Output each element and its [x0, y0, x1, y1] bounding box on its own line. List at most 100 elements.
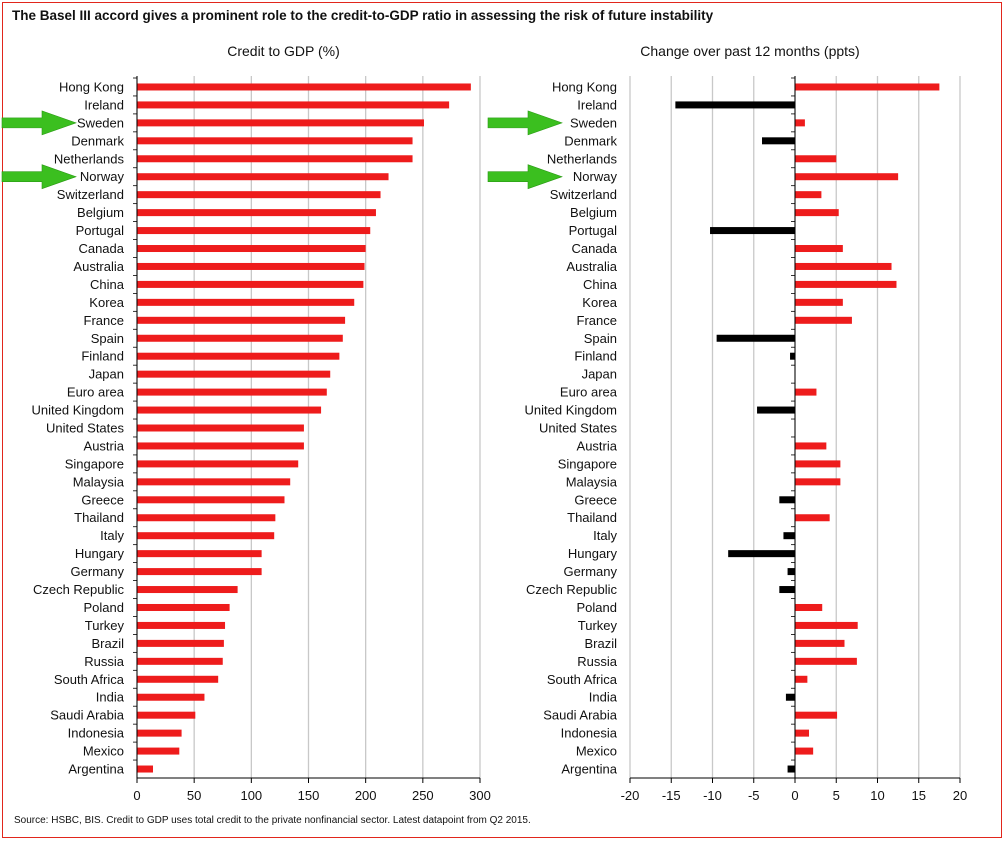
bar	[137, 657, 223, 665]
category-label: Canada	[78, 241, 124, 256]
green-arrow-icon	[1, 110, 77, 136]
bar	[795, 245, 843, 253]
category-label: Belgium	[570, 205, 617, 220]
bar	[137, 262, 365, 270]
bar	[137, 191, 381, 199]
bar	[795, 603, 823, 611]
category-label: Finland	[81, 349, 124, 364]
bar	[785, 693, 795, 701]
bar	[137, 747, 180, 755]
bar	[710, 227, 795, 235]
chart-title: The Basel III accord gives a prominent r…	[12, 8, 714, 23]
x-tick-label: -20	[621, 788, 640, 803]
category-label: Italy	[100, 528, 124, 543]
category-label: Italy	[593, 528, 617, 543]
category-label: India	[96, 690, 125, 705]
bar	[137, 442, 304, 450]
bar	[137, 370, 331, 378]
bar	[137, 83, 471, 91]
left-panel-credit-to-gdp: Credit to GDP (%) 0 50 100 150 200 250 300 Hong …	[32, 43, 491, 803]
category-label: Netherlands	[547, 151, 618, 166]
source-note: Source: HSBC, BIS. Credit to GDP uses to…	[14, 815, 531, 826]
category-label: Denmark	[71, 133, 124, 148]
bar	[137, 388, 327, 396]
bar	[137, 173, 389, 181]
bar	[137, 352, 340, 360]
bar	[728, 550, 795, 558]
category-label: Czech Republic	[33, 582, 125, 597]
category-label: Mexico	[576, 744, 617, 759]
category-label: Denmark	[564, 133, 617, 148]
category-label: Norway	[573, 169, 618, 184]
bar	[787, 765, 795, 773]
category-label: Austria	[84, 438, 125, 453]
x-tick-label: 150	[298, 788, 320, 803]
bar	[795, 209, 839, 217]
category-label: Poland	[577, 600, 617, 615]
category-label: Mexico	[83, 744, 124, 759]
category-label: United States	[539, 421, 618, 436]
category-label: Finland	[574, 349, 617, 364]
category-label: Spain	[91, 331, 124, 346]
category-label: United Kingdom	[32, 403, 125, 418]
bar	[137, 209, 376, 217]
bar	[795, 460, 841, 468]
category-label: China	[583, 277, 618, 292]
x-tick-label: 200	[355, 788, 377, 803]
category-label: Japan	[89, 367, 124, 382]
bar	[795, 119, 805, 127]
bar	[795, 298, 843, 306]
bar	[795, 514, 830, 522]
x-tick-label: 10	[870, 788, 884, 803]
x-tick-label: -15	[662, 788, 681, 803]
bar	[137, 675, 219, 683]
bar	[795, 729, 810, 737]
bar	[137, 316, 346, 324]
x-tick-label: 0	[791, 788, 798, 803]
category-label: Australia	[73, 259, 124, 274]
green-arrow-icon	[487, 110, 563, 136]
category-label: Germany	[71, 564, 125, 579]
bar	[137, 550, 262, 558]
category-label: Malaysia	[73, 474, 125, 489]
category-label: Norway	[80, 169, 125, 184]
bar	[137, 765, 154, 773]
x-tick-label: -10	[703, 788, 722, 803]
category-label: Switzerland	[550, 187, 617, 202]
category-label: United States	[46, 421, 125, 436]
bar	[787, 568, 795, 576]
bar	[779, 586, 795, 594]
category-label: Greece	[81, 492, 124, 507]
category-label: France	[577, 313, 617, 328]
category-label: Turkey	[85, 618, 125, 633]
category-label: Korea	[582, 295, 617, 310]
green-arrow-icon	[487, 164, 563, 190]
bar	[795, 478, 841, 486]
bar	[137, 298, 355, 306]
category-label: Portugal	[569, 223, 618, 238]
category-label: Indonesia	[68, 726, 125, 741]
x-tick-label: -5	[748, 788, 760, 803]
bar	[795, 675, 808, 683]
category-label: Australia	[566, 259, 617, 274]
category-label: Hong Kong	[59, 79, 124, 94]
x-tick-label: 300	[469, 788, 491, 803]
bar	[795, 316, 852, 324]
bar	[137, 603, 230, 611]
bar	[137, 496, 285, 504]
category-label: Ireland	[84, 97, 124, 112]
category-label: Ireland	[577, 97, 617, 112]
category-label: Portugal	[76, 223, 125, 238]
bar	[795, 155, 837, 163]
bar	[137, 478, 291, 486]
bar	[137, 639, 224, 647]
bar	[137, 334, 343, 342]
bar	[790, 352, 795, 360]
bar	[783, 532, 795, 540]
bar	[137, 227, 371, 235]
category-label: France	[84, 313, 124, 328]
category-label: South Africa	[54, 672, 125, 687]
category-label: Hong Kong	[552, 79, 617, 94]
panel-title: Change over past 12 months (ppts)	[640, 43, 859, 59]
